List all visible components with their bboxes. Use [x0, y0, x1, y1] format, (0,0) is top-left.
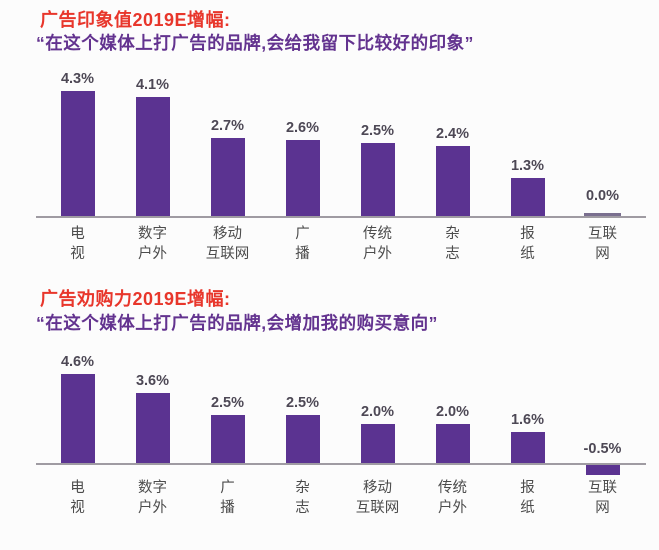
bar-group: 2.5%	[340, 68, 415, 217]
category-label: 杂志	[295, 480, 310, 516]
bar	[285, 415, 320, 464]
bar-group: 4.1%	[115, 68, 190, 217]
x-axis-labels: 电视 数字 户外 广播 杂志 移动 互联网 传统 户外 报纸 互联网	[40, 479, 640, 518]
bar-plot: 4.3% 4.1% 2.7% 2.6% 2.5% 2.4% 1.3% 0.0%	[36, 68, 646, 219]
category-label: 报纸	[520, 226, 535, 262]
category-label: 数字 户外	[138, 480, 167, 516]
category-label: 广播	[295, 226, 310, 262]
category-label: 互联网	[588, 480, 617, 516]
bar	[60, 91, 95, 217]
bar	[360, 143, 395, 217]
bar-group: 2.5%	[190, 347, 265, 464]
category-label: 互联网	[588, 226, 617, 262]
bar	[210, 138, 245, 217]
bar-value-label: 4.1%	[135, 77, 170, 94]
bar-group: 4.6%	[40, 347, 115, 464]
category-label: 报纸	[520, 480, 535, 516]
bar-group: 2.4%	[415, 68, 490, 217]
x-axis-labels: 电视 数字 户外 移动 互联网 广播 传统 户外 杂志 报纸 互联网	[40, 225, 640, 264]
bar	[135, 97, 170, 217]
bar-value-label: -0.5%	[583, 441, 622, 458]
bar	[584, 213, 621, 217]
bar-group: 3.6%	[115, 347, 190, 464]
bar	[285, 140, 320, 217]
bar-value-label: 4.3%	[60, 71, 95, 88]
bar-value-label: 1.6%	[510, 412, 545, 429]
bar	[585, 465, 620, 476]
bar	[360, 424, 395, 464]
bar	[435, 146, 470, 217]
category-label: 电视	[70, 480, 85, 516]
chart-subtitle: “在这个媒体上打广告的品牌,会给我留下比较好的印象”	[36, 33, 474, 54]
category-label: 传统 户外	[363, 226, 392, 262]
bar	[435, 424, 470, 464]
bar-value-label: 2.7%	[210, 118, 245, 135]
category-label: 杂志	[445, 226, 460, 262]
bar-value-label: 2.4%	[435, 126, 470, 143]
bar-value-label: 2.5%	[210, 395, 245, 412]
bar-value-label: 3.6%	[135, 373, 170, 390]
bar-group: 2.6%	[265, 68, 340, 217]
x-axis-line	[36, 463, 646, 466]
bar-group: 1.3%	[490, 68, 565, 217]
chart-ad-persuasion: 广告劝购力2019E增幅: “在这个媒体上打广告的品牌,会增加我的购买意向” 4…	[0, 288, 659, 518]
bar	[60, 374, 95, 464]
x-axis-line	[36, 216, 646, 219]
bar-value-label: 2.6%	[285, 120, 320, 137]
bar-plot: 4.6% 3.6% 2.5% 2.5% 2.0% 2.0% 1.6% -0.5%	[36, 347, 646, 476]
bar	[135, 393, 170, 464]
category-label: 传统 户外	[438, 480, 467, 516]
bar-group: -0.5%	[565, 347, 640, 476]
category-label: 移动 互联网	[205, 226, 250, 262]
chart-subtitle: “在这个媒体上打广告的品牌,会增加我的购买意向”	[36, 312, 438, 333]
bar-value-label: 2.0%	[360, 404, 395, 421]
category-label: 数字 户外	[138, 226, 167, 262]
bar	[510, 178, 545, 217]
bar-value-label: 2.5%	[360, 123, 395, 140]
bar-value-label: 0.0%	[585, 188, 620, 205]
bar-value-label: 2.5%	[285, 395, 320, 412]
chart-ad-impression: 广告印象值2019E增幅: “在这个媒体上打广告的品牌,会给我留下比较好的印象”…	[0, 9, 659, 264]
category-label: 电视	[70, 226, 85, 262]
bars-row: 4.3% 4.1% 2.7% 2.6% 2.5% 2.4% 1.3% 0.0%	[40, 68, 640, 217]
bar-value-label: 2.0%	[435, 404, 470, 421]
bar-value-label: 1.3%	[510, 158, 545, 175]
bar-group: 2.5%	[265, 347, 340, 464]
category-label: 广播	[220, 480, 235, 516]
bar-group: 1.6%	[490, 347, 565, 464]
bar-group: 2.7%	[190, 68, 265, 217]
category-label: 移动 互联网	[355, 480, 400, 516]
chart-title: 广告劝购力2019E增幅:	[40, 289, 231, 310]
bar	[510, 432, 545, 464]
chart-title: 广告印象值2019E增幅:	[40, 10, 231, 30]
bar	[210, 415, 245, 464]
bar-value-label: 4.6%	[60, 354, 95, 371]
bar-group: 2.0%	[340, 347, 415, 464]
bar-group: 2.0%	[415, 347, 490, 464]
bars-row: 4.6% 3.6% 2.5% 2.5% 2.0% 2.0% 1.6% -0.5%	[40, 347, 640, 476]
bar-group: 4.3%	[40, 68, 115, 217]
bar-group: 0.0%	[565, 68, 640, 217]
